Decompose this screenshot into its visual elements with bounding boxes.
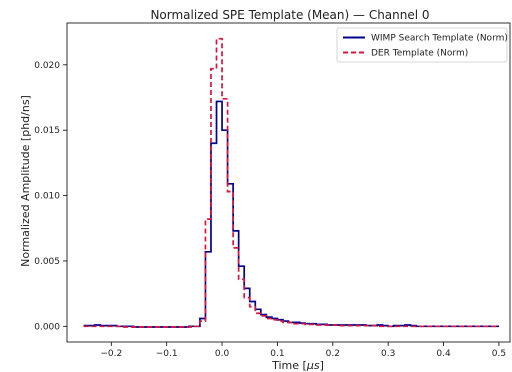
y-tick-label: 0.010 — [34, 192, 60, 202]
x-axis: −0.2 −0.1 0.0 0.1 0.2 0.3 0.4 0.5 — [100, 342, 506, 359]
y-tick-label: 0.000 — [34, 322, 60, 332]
plot-frame — [66, 22, 511, 343]
x-tick-label: 0.0 — [215, 349, 230, 359]
legend: WIMP Search Template (Norm) DER Template… — [336, 27, 508, 63]
x-tick-label: 0.1 — [270, 349, 284, 359]
chart-title: Normalized SPE Template (Mean) — Channel… — [150, 8, 429, 22]
y-tick-label: 0.015 — [34, 126, 60, 136]
x-tick-label: −0.1 — [156, 349, 178, 359]
x-tick-label: −0.2 — [100, 349, 122, 359]
x-tick-label: 0.4 — [436, 349, 451, 359]
y-tick-label: 0.020 — [34, 61, 60, 71]
series-line-wimp — [83, 100, 499, 328]
x-axis-label: Time [μs] — [271, 359, 324, 372]
series-layer — [83, 37, 499, 328]
legend-box — [336, 27, 508, 63]
y-axis-label: Normalized Amplitude [phd/ns] — [19, 95, 32, 267]
y-tick-label: 0.005 — [34, 257, 60, 267]
x-tick-label: 0.2 — [326, 349, 340, 359]
plot-area — [66, 22, 511, 343]
legend-label-wimp: WIMP Search Template (Norm) — [371, 34, 508, 44]
series-line-der — [83, 37, 499, 328]
legend-label-der: DER Template (Norm) — [371, 49, 468, 59]
x-tick-label: 0.5 — [492, 349, 506, 359]
y-axis: 0.000 0.005 0.010 0.015 0.020 — [34, 61, 67, 332]
x-tick-label: 0.3 — [381, 349, 395, 359]
